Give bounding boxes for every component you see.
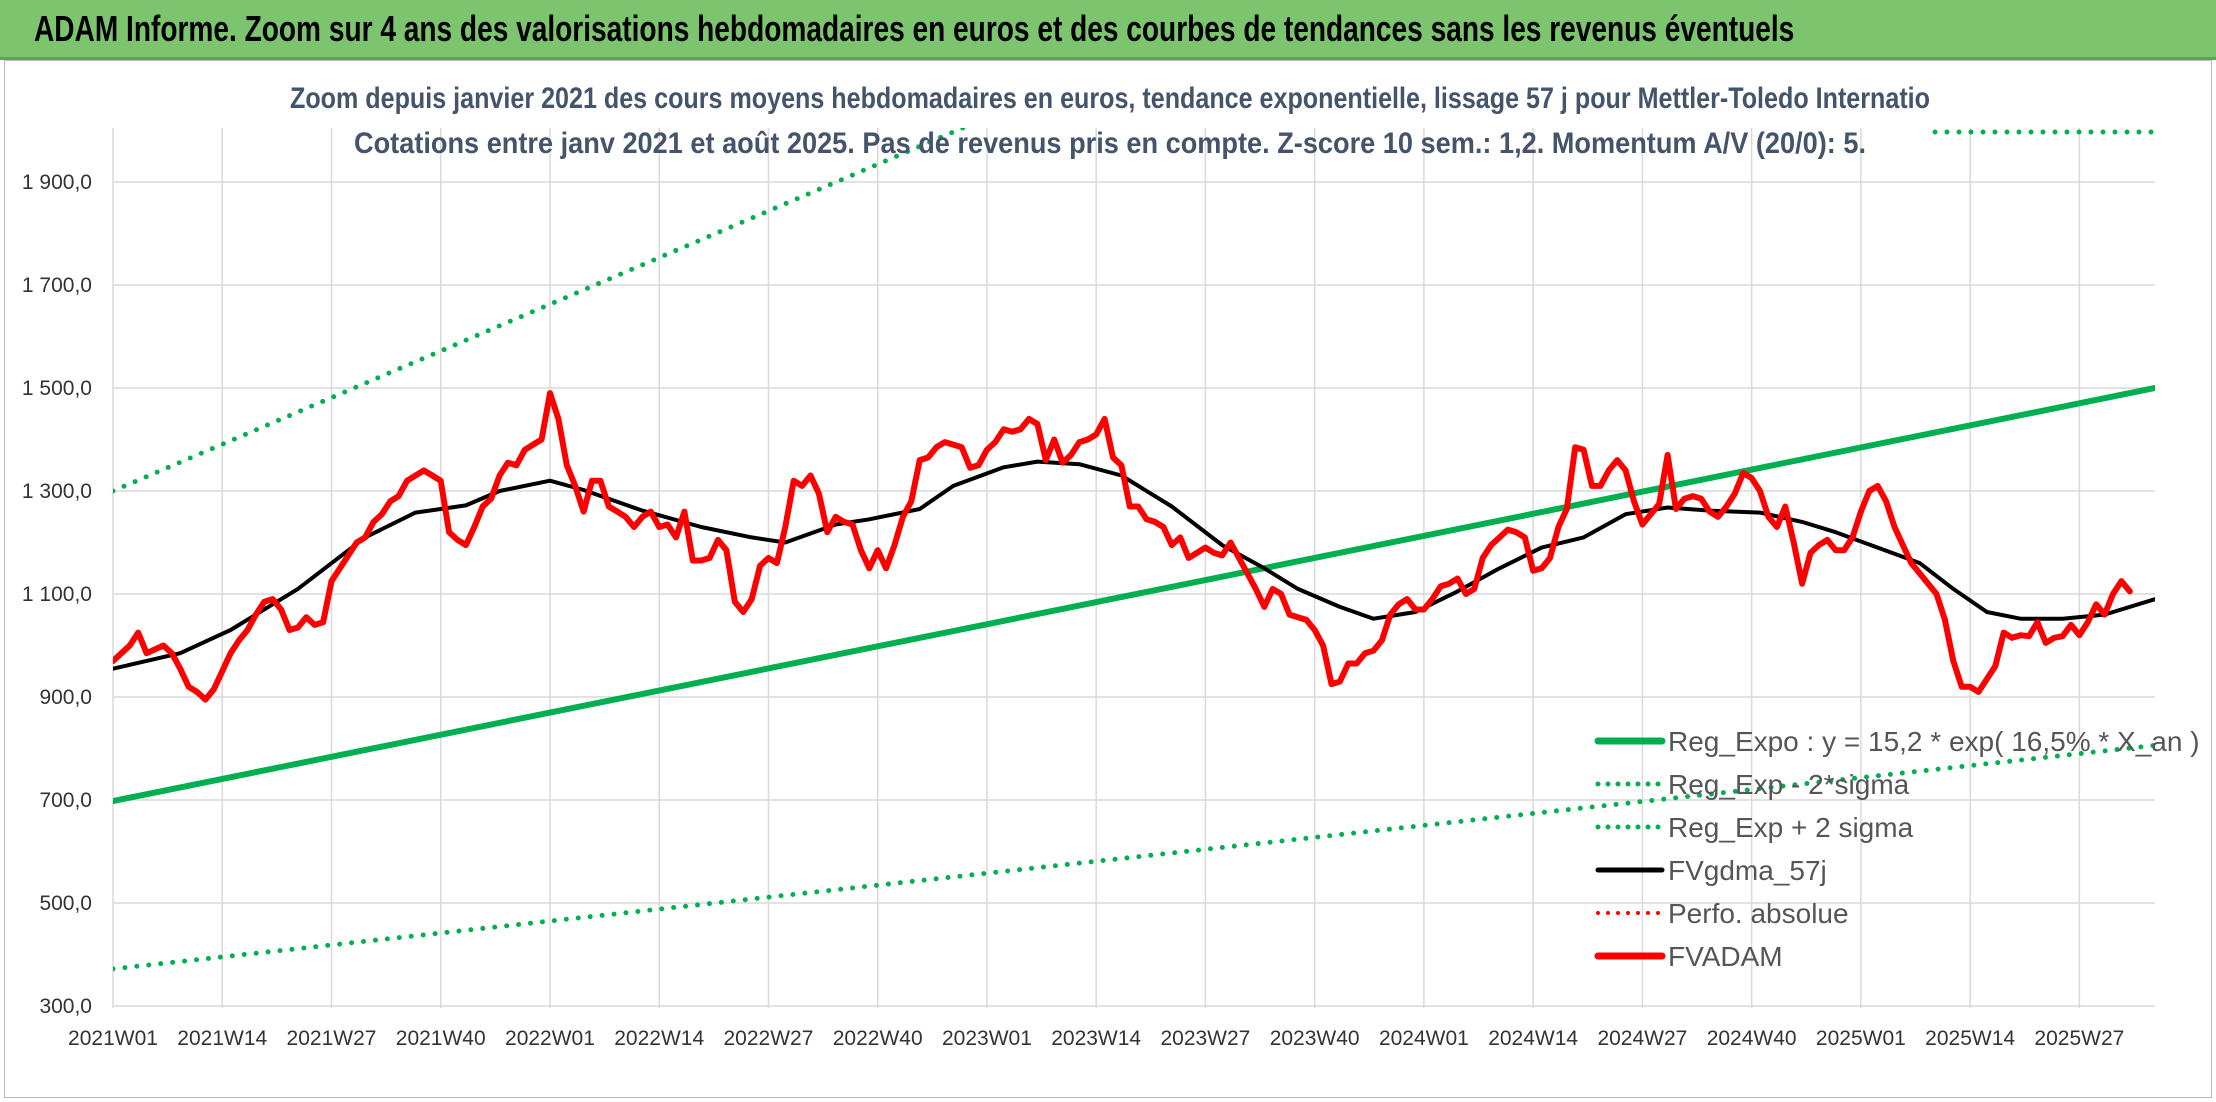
y-axis-ticks: 1 900,0 1 700,0 1 500,0 1 300,0 1 100,0 900,0… — [22, 171, 92, 1018]
x-tick-label: 2021W01 — [68, 1027, 158, 1050]
y-tick-label: 1 500,0 — [22, 377, 92, 400]
x-tick-label: 2024W14 — [1488, 1027, 1578, 1050]
x-tick-label: 2024W27 — [1597, 1027, 1687, 1050]
x-tick-label: 2023W14 — [1051, 1027, 1141, 1050]
x-tick-label: 2023W27 — [1160, 1027, 1250, 1050]
x-tick-label: 2022W14 — [614, 1027, 704, 1050]
series-line-reg-expo-y-15-2-exp-16-5-x-an — [113, 385, 2155, 804]
report-title: ADAM Informe. Zoom sur 4 ans des valoris… — [34, 8, 1795, 49]
x-axis-ticks: 2021W01 2021W14 2021W27 2021W40 2022W01 2022W… — [68, 1027, 2124, 1050]
series-line-reg-exp-2-sigma — [113, 128, 970, 494]
y-tick-label: 1 100,0 — [22, 583, 92, 606]
x-tick-label: 2021W40 — [396, 1027, 486, 1050]
report-header-bar: ADAM Informe. Zoom sur 4 ans des valoris… — [0, 0, 2216, 60]
x-tick-label: 2024W01 — [1379, 1027, 1469, 1050]
x-tick-label: 2022W01 — [505, 1027, 595, 1050]
y-tick-label: 700,0 — [39, 789, 92, 812]
x-tick-label: 2023W40 — [1270, 1027, 1360, 1050]
legend-label: Perfo. absolue — [1668, 898, 1849, 929]
chart-frame — [4, 60, 2212, 1098]
series-line-fvgdma-57j — [113, 459, 2155, 671]
legend-label: FVgdma_57j — [1668, 855, 1827, 886]
y-tick-label: 1 300,0 — [22, 480, 92, 503]
x-tick-label: 2021W14 — [177, 1027, 267, 1050]
legend: Reg_Expo : y = 15,2 * exp( 16,5% * X_an … — [1594, 726, 2200, 972]
legend-label: Reg_Expo : y = 15,2 * exp( 16,5% * X_an … — [1668, 726, 2200, 757]
y-tick-label: 1 700,0 — [22, 274, 92, 297]
legend-label: Reg_Exp + 2 sigma — [1668, 812, 1914, 843]
chart-subtitle: Cotations entre janv 2021 et août 2025. … — [354, 127, 1866, 160]
y-tick-label: 300,0 — [39, 995, 92, 1018]
series-line-fvadam — [113, 390, 2133, 703]
y-tick-label: 900,0 — [39, 686, 92, 709]
x-tick-label: 2021W27 — [287, 1027, 377, 1050]
x-tick-label: 2022W27 — [724, 1027, 814, 1050]
x-tick-label: 2024W40 — [1707, 1027, 1797, 1050]
chart-title: Zoom depuis janvier 2021 des cours moyen… — [290, 82, 1930, 115]
y-tick-label: 1 900,0 — [22, 171, 92, 194]
grid-lines — [112, 128, 2155, 1008]
x-tick-label: 2022W40 — [833, 1027, 923, 1050]
x-tick-label: 2025W27 — [2034, 1027, 2124, 1050]
x-tick-label: 2025W01 — [1816, 1027, 1906, 1050]
y-tick-label: 500,0 — [39, 892, 92, 915]
legend-label: Reg_Exp - 2*sigma — [1668, 769, 1910, 800]
x-tick-label: 2023W01 — [942, 1027, 1032, 1050]
series-lines — [113, 128, 2155, 972]
legend-label: FVADAM — [1668, 941, 1783, 972]
x-tick-label: 2025W14 — [1925, 1027, 2015, 1050]
